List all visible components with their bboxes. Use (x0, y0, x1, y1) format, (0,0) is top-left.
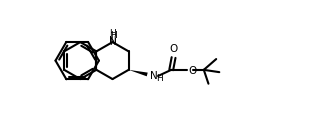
Text: H: H (156, 74, 163, 83)
Text: N: N (109, 36, 117, 46)
Text: H: H (110, 31, 117, 40)
Text: N: N (150, 71, 158, 81)
Polygon shape (129, 70, 148, 76)
Text: N: N (109, 38, 116, 47)
Text: O: O (188, 66, 196, 76)
Text: H: H (109, 29, 116, 38)
Text: O: O (170, 44, 178, 54)
